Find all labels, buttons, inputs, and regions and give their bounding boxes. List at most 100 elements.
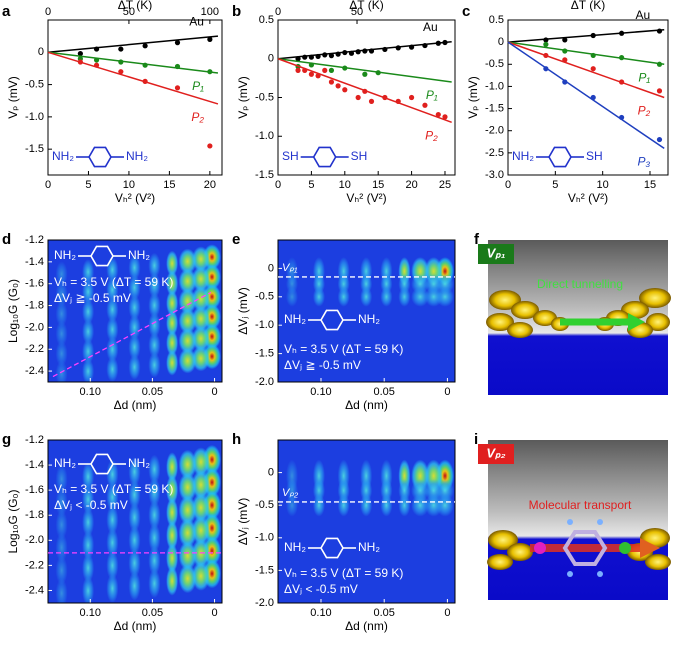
atom — [567, 571, 573, 577]
heatmap-blob — [106, 316, 119, 343]
x-tick-label: 0.10 — [80, 607, 101, 619]
heatmap-blob — [398, 493, 411, 517]
y-tick-label: -0.5 — [255, 91, 274, 103]
data-point — [442, 39, 448, 46]
x-tick-label: 0.05 — [142, 386, 163, 398]
heatmap-blob — [166, 566, 179, 596]
data-point — [295, 56, 301, 62]
fit-line — [507, 28, 665, 43]
x-tick-label: 20 — [204, 179, 216, 191]
series-label: P₁ — [426, 88, 438, 102]
heatmap-blob — [166, 452, 179, 482]
heatmap-blob — [128, 457, 141, 487]
annotation: ΔVⱼ ≧ -0.5 mV — [54, 291, 131, 305]
heatmap-blob — [55, 532, 68, 563]
y-tick-label: -1.2 — [25, 234, 44, 246]
data-point — [656, 28, 663, 34]
data-point — [375, 70, 381, 76]
electrode-left — [487, 530, 533, 570]
benzene-ring — [88, 146, 112, 168]
heatmap-blob — [148, 332, 161, 358]
electrode-left — [486, 290, 569, 338]
panel-letter: c — [462, 3, 470, 20]
panel-letter: g — [2, 431, 11, 448]
fit-line — [47, 35, 219, 54]
data-point — [619, 79, 625, 85]
fit-line — [277, 58, 452, 83]
heatmap-blob — [106, 296, 119, 323]
x-tick-label: 0 — [444, 607, 450, 619]
y-tick-label: -0.5 — [255, 499, 274, 511]
heatmap-blob — [106, 336, 119, 363]
heatmap-blob — [55, 340, 68, 367]
heatmap-blob — [106, 528, 119, 558]
y-tick-label: -1.4 — [25, 459, 44, 471]
caption: Direct tunnelling — [537, 277, 623, 291]
data-point — [342, 87, 348, 93]
molecule-group: NH₂ — [128, 456, 150, 470]
heatmap-blob — [148, 545, 161, 576]
heatmap-blob — [166, 350, 179, 376]
x2-tick-label: 0 — [45, 6, 51, 18]
data-point — [174, 63, 181, 70]
heatmap — [0, 240, 222, 391]
data-point — [590, 66, 596, 72]
data-point — [142, 78, 148, 84]
data-point — [308, 71, 314, 77]
y-tick-label: -0.5 — [255, 291, 274, 303]
data-point — [362, 88, 368, 94]
x2-tick-label: 0 — [275, 6, 281, 18]
heatmap-blob — [128, 571, 141, 601]
fit-line — [507, 41, 665, 99]
data-point — [543, 37, 549, 43]
reference-label: Vₚ₁ — [282, 262, 298, 274]
data-point — [322, 67, 328, 73]
heatmap-blob — [191, 470, 210, 500]
arrow-head — [628, 313, 645, 331]
x2-axis-label: ΔT (K) — [118, 0, 152, 12]
y-tick-label: -2.0 — [25, 321, 44, 333]
heatmap-blob — [191, 561, 210, 591]
heatmap-blob — [166, 250, 179, 277]
heatmap-blob — [0, 365, 8, 391]
heatmap-blob — [225, 257, 237, 285]
series-label: P₁ — [192, 79, 204, 93]
x-tick-label: 20 — [405, 179, 417, 191]
panel-letter: a — [2, 3, 11, 20]
y-tick-label: -1.0 — [25, 111, 44, 123]
heatmap-blob — [178, 328, 197, 354]
y-tick-label: 0 — [498, 36, 504, 48]
heatmap-blob — [106, 356, 119, 382]
heatmap — [278, 440, 455, 603]
heatmap-blob — [55, 301, 68, 327]
atom — [597, 519, 603, 525]
data-point — [302, 54, 308, 60]
heatmap-blob — [178, 268, 197, 294]
y-tick-label: -0.5 — [485, 58, 504, 70]
heatmap-blob — [166, 543, 179, 573]
heatmap-blob — [55, 320, 68, 347]
heatmap-blob — [106, 482, 119, 512]
y-tick-label: 0 — [268, 467, 274, 479]
heatmap-blob — [0, 345, 8, 371]
heatmap-blob — [148, 292, 161, 319]
series-label: P₂ — [425, 128, 438, 142]
x-tick-label: 0 — [45, 179, 51, 191]
data-point — [543, 52, 549, 59]
series-label: Au — [189, 14, 204, 28]
x-tick-label: 0.10 — [310, 607, 331, 619]
heatmap-blob — [191, 266, 210, 292]
heatmap-blob — [55, 510, 68, 540]
data-point — [302, 67, 308, 73]
data-point — [590, 94, 596, 101]
data-point — [368, 98, 375, 104]
plot-frame — [47, 19, 223, 176]
heatmap-blob — [178, 308, 197, 334]
heatmap-blob — [0, 583, 8, 612]
y-tick-label: -2.0 — [255, 376, 274, 388]
data-point — [118, 46, 124, 52]
data-point — [543, 41, 549, 47]
heatmap — [225, 240, 455, 382]
x-tick-label: 15 — [644, 179, 656, 191]
y-tick-label: -0.5 — [25, 78, 44, 90]
